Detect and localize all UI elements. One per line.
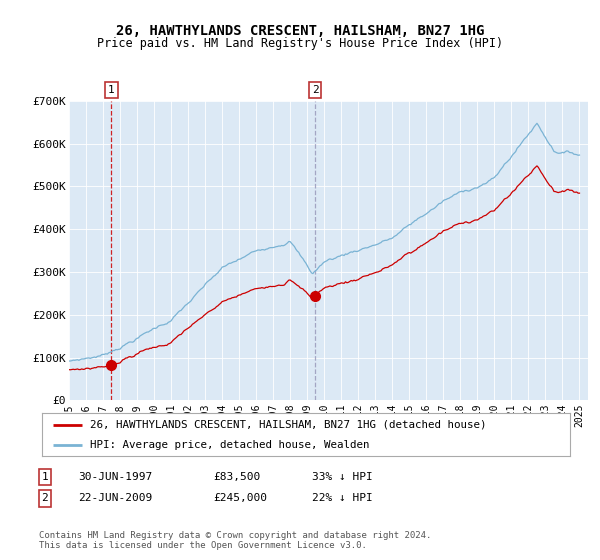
Text: 26, HAWTHYLANDS CRESCENT, HAILSHAM, BN27 1HG: 26, HAWTHYLANDS CRESCENT, HAILSHAM, BN27… [116,24,484,38]
Text: £83,500: £83,500 [213,472,260,482]
Text: 26, HAWTHYLANDS CRESCENT, HAILSHAM, BN27 1HG (detached house): 26, HAWTHYLANDS CRESCENT, HAILSHAM, BN27… [89,419,486,430]
Text: 22-JUN-2009: 22-JUN-2009 [78,493,152,503]
Text: 22% ↓ HPI: 22% ↓ HPI [312,493,373,503]
Text: 1: 1 [41,472,49,482]
Text: 1: 1 [108,85,115,95]
Text: 30-JUN-1997: 30-JUN-1997 [78,472,152,482]
Text: Contains HM Land Registry data © Crown copyright and database right 2024.
This d: Contains HM Land Registry data © Crown c… [39,531,431,550]
Text: £245,000: £245,000 [213,493,267,503]
Text: 2: 2 [41,493,49,503]
Text: 2: 2 [312,85,319,95]
Text: 33% ↓ HPI: 33% ↓ HPI [312,472,373,482]
Text: Price paid vs. HM Land Registry's House Price Index (HPI): Price paid vs. HM Land Registry's House … [97,37,503,50]
Text: HPI: Average price, detached house, Wealden: HPI: Average price, detached house, Weal… [89,440,369,450]
